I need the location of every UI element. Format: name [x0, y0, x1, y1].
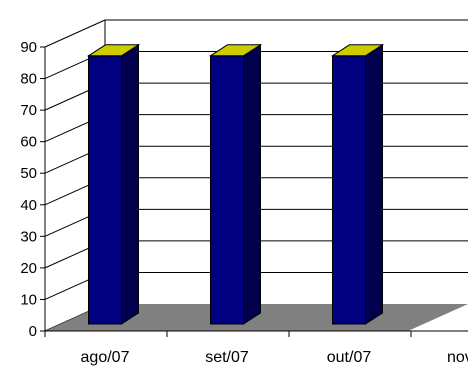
y-tick-label: 90: [20, 39, 37, 56]
x-tick-label: set/07: [205, 349, 249, 366]
bar: [88, 55, 122, 325]
bar: [332, 55, 366, 325]
y-tick-label: 20: [20, 260, 37, 277]
y-tick-label: 50: [20, 165, 37, 182]
y-tick-label: 0: [29, 323, 37, 340]
y-tick-label: 40: [20, 197, 37, 214]
bar-side: [243, 43, 261, 325]
bars: [86, 43, 385, 325]
x-tick-label: out/07: [327, 349, 372, 366]
y-tick-label: 80: [20, 71, 37, 88]
x-tick-label: nov/07: [447, 349, 468, 366]
y-tick-label: 60: [20, 134, 37, 151]
bar-top: [208, 44, 263, 57]
bar-side: [365, 43, 383, 325]
gridlines: [44, 19, 468, 332]
bar-top: [330, 44, 385, 57]
y-tick-label: 30: [20, 228, 37, 245]
labels: 0 10 20 30 40 50 60 70 80 90 ago/07 set/07 out/07 nov…: [20, 39, 468, 366]
y-tick-label: 10: [20, 291, 37, 308]
gridline-diagonal: [44, 19, 106, 48]
y-tick-label: 70: [20, 102, 37, 119]
x-tick-label: ago/07: [81, 349, 130, 366]
bar-side: [121, 43, 139, 325]
bar-top: [86, 44, 141, 57]
bar: [210, 55, 244, 325]
